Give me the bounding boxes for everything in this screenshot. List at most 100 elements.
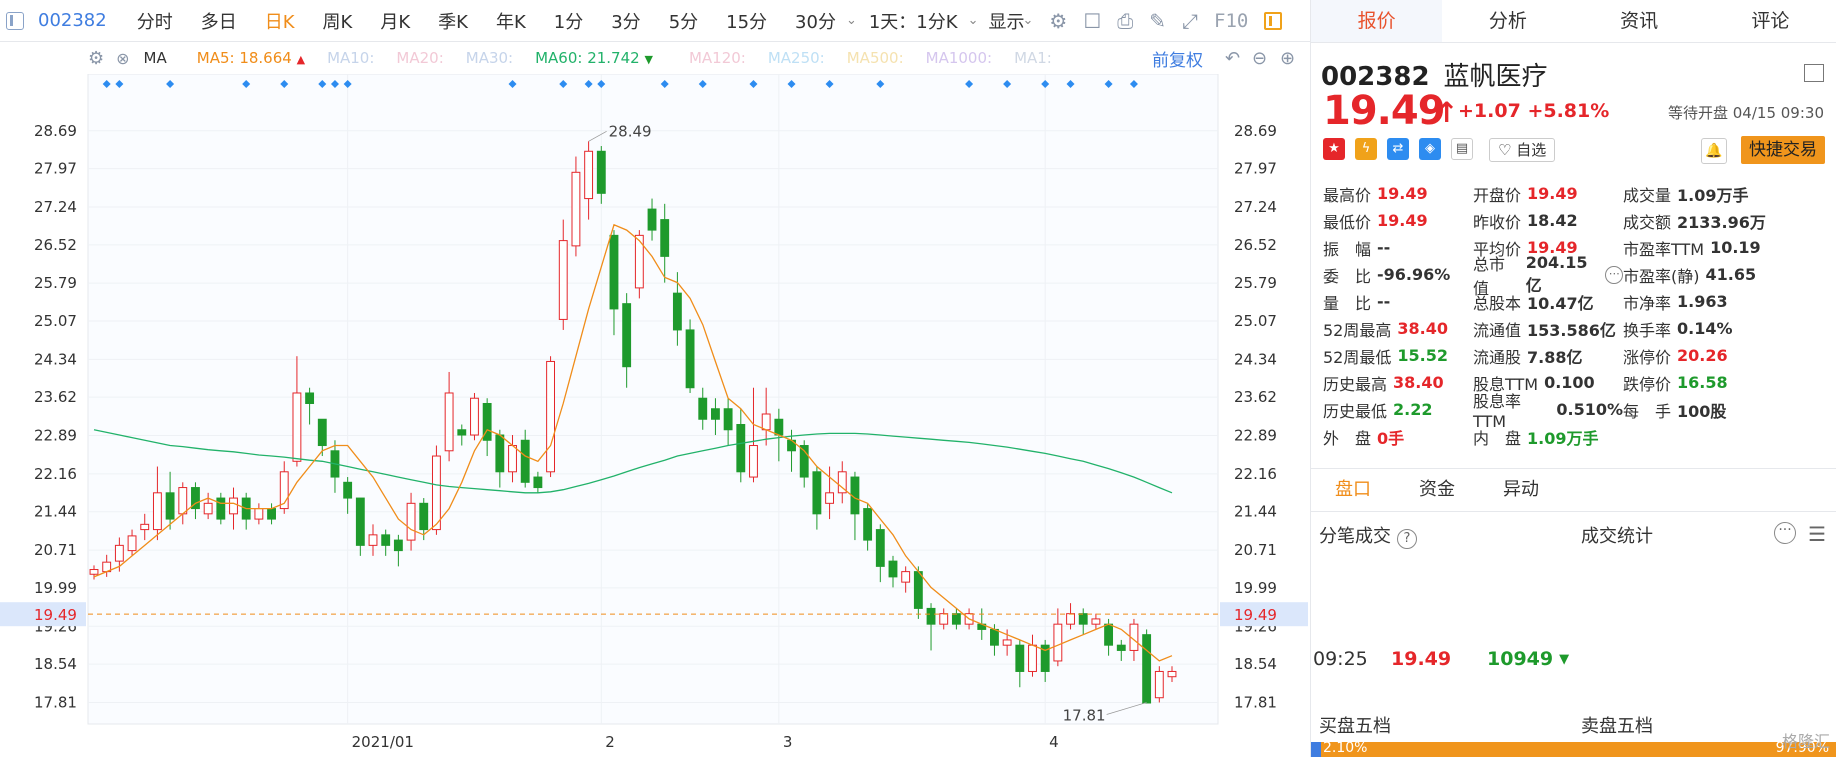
stat-cell: 开盘价 19.49 [1473, 182, 1623, 206]
candle-body [1053, 623, 1063, 662]
change-percent: +5.81% [1527, 100, 1610, 122]
tab-1min[interactable]: 1分 [553, 11, 584, 33]
tab-rik[interactable]: 日K [264, 11, 295, 33]
trade-stats-label[interactable]: 成交统计 [1581, 526, 1653, 547]
y-tick-label-right: 27.97 [1234, 160, 1277, 178]
chevron-down-icon[interactable]: ⌄ [967, 13, 979, 28]
china-flag-icon[interactable]: ★ [1323, 138, 1345, 160]
x-tick-label: 3 [783, 733, 793, 751]
tab-baojia[interactable]: 报价 [1311, 0, 1443, 42]
kline-chart[interactable]: 28.69 28.69 27.97 27.97 27.24 27.24 26.52 26.52… [0, 74, 1310, 757]
stats-row: 52周最高 38.40 流通值 153.586亿 换手率 0.14% [1323, 315, 1833, 342]
square-icon[interactable]: ☐ [1083, 8, 1102, 33]
more-icon[interactable]: ··· [1774, 522, 1796, 544]
bookmark-icon[interactable]: ▤ [1451, 138, 1473, 160]
close-icon[interactable]: ⊗ [116, 48, 130, 68]
tab-fenshi[interactable]: 分时 [136, 11, 173, 33]
stat-cell: 最低价 19.49 [1323, 209, 1473, 233]
tab-jik[interactable]: 季K [438, 11, 468, 33]
watchlist-button[interactable]: ♡ 自选 [1489, 138, 1556, 162]
stats-row: 委 比 -96.96% 总市值 204.15亿 ⋯ 市盈率(静) 41.65 [1323, 253, 1833, 298]
quick-trade-button[interactable]: 快捷交易 [1741, 136, 1825, 164]
y-tick-label-left: 24.34 [34, 350, 77, 368]
chevron-down-icon[interactable]: ⌄ [845, 13, 857, 28]
zoom-in-icon[interactable]: ⊕ [1280, 47, 1296, 69]
lightning-icon[interactable]: ϟ [1355, 138, 1377, 160]
tab-zijin[interactable]: 资金 [1419, 479, 1455, 500]
stat-label: 股息TTM [1473, 374, 1539, 394]
adjust-select[interactable]: 前复权 [1152, 50, 1203, 71]
event-marker [508, 80, 517, 88]
candle-body [672, 292, 682, 331]
tab-pankou[interactable]: 盘口 [1335, 479, 1371, 500]
candle-body [178, 487, 188, 515]
candle-body [419, 502, 429, 531]
tab-pinglun[interactable]: 评论 [1751, 10, 1790, 32]
quote-tabs: 报价 分析 资讯 评论 [1311, 0, 1836, 43]
tab-zixun[interactable]: 资讯 [1620, 10, 1659, 32]
candle-body [1015, 644, 1025, 672]
stats-row: 振 幅 -- 平均价 19.49 市盈率TTM 10.19 [1323, 234, 1833, 261]
candle-body [698, 397, 708, 420]
ma5-line [93, 223, 1173, 662]
panel-toggle-icon[interactable] [6, 11, 24, 30]
help-icon[interactable]: ? [1397, 529, 1417, 549]
stat-cell: 52周最高 38.40 [1323, 317, 1473, 341]
undo-icon[interactable]: ↶ [1225, 47, 1241, 69]
tab-duori[interactable]: 多日 [200, 11, 237, 33]
tab-30min[interactable]: 30分 [795, 11, 836, 33]
display-menu[interactable]: 显示 [988, 11, 1025, 33]
y-tick-label-left: 17.81 [34, 693, 77, 711]
stat-cell: 跌停价 16.58 [1623, 371, 1833, 395]
candle-body [482, 402, 492, 441]
sidebar-toggle-icon[interactable] [1264, 11, 1283, 30]
stat-value: 19.49 [1377, 184, 1428, 203]
stat-cell: 市盈率(静) 41.65 [1623, 263, 1833, 287]
indicator-select[interactable]: MA [143, 49, 167, 67]
candle-body [1142, 634, 1152, 704]
tab-yuek[interactable]: 月K [380, 11, 411, 33]
candle-body [444, 392, 454, 452]
ma5-label: MA5: 18.664 ▲ [196, 49, 306, 67]
candle-body [368, 534, 378, 546]
candle-body [191, 487, 200, 510]
candle-body [1104, 623, 1114, 646]
stat-cell: 股息TTM 0.100 [1473, 371, 1623, 395]
tab-fenxi[interactable]: 分析 [1488, 10, 1527, 32]
stats-row: 最高价 19.49 开盘价 19.49 成交量 1.09万手 [1323, 180, 1833, 207]
stats-row: 量 比 -- 总股本 10.47亿 市净率 1.963 [1323, 288, 1833, 315]
candle-body [267, 508, 276, 520]
period-select[interactable]: 1天：1分K [868, 11, 958, 33]
chevron-down-icon[interactable]: ⌄ [1022, 13, 1034, 28]
bell-icon[interactable]: 🔔 [1701, 138, 1727, 164]
settings-icon[interactable]: ⚙ [1049, 8, 1068, 33]
fullscreen-icon[interactable]: ⤢ [1182, 8, 1199, 33]
list-icon[interactable]: ☰ [1808, 522, 1826, 546]
zoom-out-icon[interactable]: ⊖ [1252, 47, 1268, 69]
tab-niank[interactable]: 年K [495, 11, 526, 33]
stat-label: 52周最高 [1323, 320, 1392, 340]
stat-cell: 换手率 0.14% [1623, 317, 1833, 341]
stat-label: 最高价 [1323, 185, 1372, 205]
y-tick-label-right: 21.44 [1234, 503, 1277, 521]
event-marker [787, 80, 796, 88]
tag-icon[interactable]: ◈ [1419, 138, 1441, 160]
panel-icon[interactable] [1804, 64, 1824, 82]
candle-body [609, 234, 619, 310]
ma60-line [93, 429, 1173, 494]
tab-15min[interactable]: 15分 [726, 11, 768, 33]
buy-ratio-fill [1311, 742, 1321, 757]
camera-icon[interactable]: ⎙ [1117, 8, 1134, 33]
tab-3min[interactable]: 3分 [611, 11, 641, 33]
stat-cell: 流通值 153.586亿 [1473, 317, 1623, 341]
y-tick-label-right: 18.54 [1234, 655, 1277, 673]
tab-yidong[interactable]: 异动 [1503, 479, 1539, 500]
pen-icon[interactable]: ✎ [1149, 8, 1167, 33]
stats-row: 最低价 19.49 昨收价 18.42 成交额 2133.96万 [1323, 207, 1833, 234]
f10-button[interactable]: F10 [1214, 9, 1249, 32]
gear-icon[interactable]: ⚙ [88, 47, 105, 69]
tab-5min[interactable]: 5分 [668, 11, 699, 33]
more-icon[interactable]: ⋯ [1605, 265, 1623, 284]
shuffle-icon[interactable]: ⇄ [1387, 138, 1409, 160]
tab-zhouk[interactable]: 周K [322, 11, 353, 33]
